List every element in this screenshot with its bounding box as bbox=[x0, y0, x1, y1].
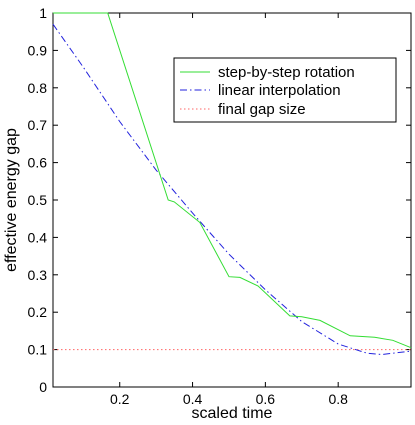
x-axis-title: scaled time bbox=[192, 405, 273, 422]
axis-ticks: 0.2 0.4 0.6 0.8 0 0.1 0.2 0.3 0.4 0.5 0.6 0.7 0.8 0.9… bbox=[28, 5, 411, 407]
y-tick-label: 0.6 bbox=[28, 155, 48, 171]
y-tick-label: 0 bbox=[39, 379, 47, 395]
y-tick-label: 0.8 bbox=[28, 80, 48, 96]
y-tick-label: 0.2 bbox=[28, 304, 48, 320]
x-tick-label: 0.4 bbox=[183, 391, 203, 407]
x-tick-label: 0.6 bbox=[256, 391, 276, 407]
legend-box bbox=[173, 57, 397, 123]
y-tick-label: 0.9 bbox=[28, 42, 48, 58]
y-tick-label: 1 bbox=[39, 5, 47, 21]
series-line-step-by-step-rotation bbox=[53, 12, 412, 349]
legend: step-by-step rotation linear interpolati… bbox=[173, 57, 397, 123]
series-line-linear-interpolation bbox=[52, 23, 412, 356]
legend-label-linear-interpolation: linear interpolation bbox=[218, 82, 341, 99]
x-tick-label: 0.8 bbox=[328, 391, 348, 407]
y-tick-label: 0.5 bbox=[28, 192, 48, 208]
legend-label-step-by-step-rotation: step-by-step rotation bbox=[218, 64, 355, 81]
y-tick-label: 0.1 bbox=[28, 342, 48, 358]
y-axis-title: effective energy gap bbox=[3, 128, 20, 272]
legend-label-final-gap-size: final gap size bbox=[218, 101, 306, 118]
y-tick-label: 0.4 bbox=[28, 229, 48, 245]
x-tick-label: 0.2 bbox=[110, 391, 130, 407]
y-tick-label: 0.7 bbox=[28, 117, 48, 133]
y-tick-label: 0.3 bbox=[28, 267, 48, 283]
series-layer bbox=[52, 12, 412, 356]
